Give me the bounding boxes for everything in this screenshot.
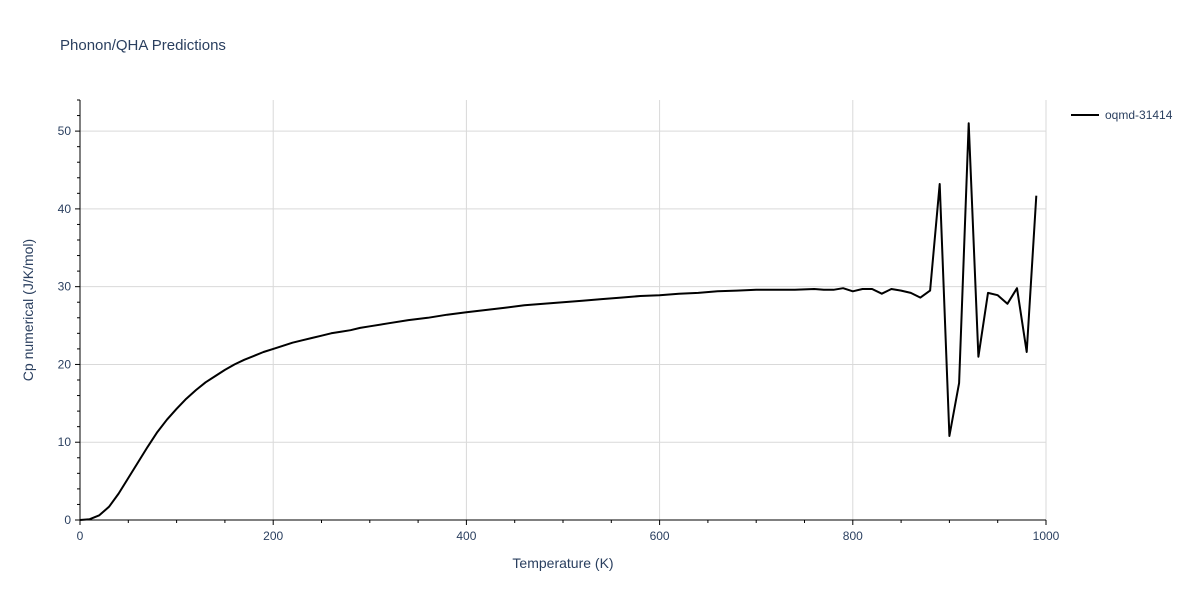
axis-layer: 0 200 400 600 800 1000 0 10 20 30 40 50	[58, 99, 1060, 543]
y-axis-title: Cp numerical (J/K/mol)	[20, 239, 36, 381]
grid-layer	[80, 100, 1047, 520]
chart-title: Phonon/QHA Predictions	[60, 37, 226, 54]
y-tick-label: 40	[58, 202, 72, 216]
legend-label-oqmd-31414: oqmd-31414	[1105, 108, 1173, 122]
x-tick-label: 600	[650, 529, 670, 543]
series-line-oqmd-31414[interactable]	[79, 122, 1038, 521]
x-tick-label: 0	[77, 529, 84, 543]
y-tick-label: 50	[58, 124, 72, 138]
x-tick-label: 200	[263, 529, 283, 543]
y-tick-label: 30	[58, 280, 72, 294]
y-tick-label: 0	[64, 513, 71, 527]
y-tick-label: 20	[58, 357, 72, 371]
series-layer	[79, 122, 1038, 521]
legend[interactable]: oqmd-31414	[1071, 108, 1173, 122]
x-axis-title: Temperature (K)	[512, 555, 613, 571]
y-tick-label: 10	[58, 435, 72, 449]
x-tick-label: 800	[843, 529, 863, 543]
x-tick-label: 1000	[1033, 529, 1060, 543]
x-tick-label: 400	[456, 529, 476, 543]
